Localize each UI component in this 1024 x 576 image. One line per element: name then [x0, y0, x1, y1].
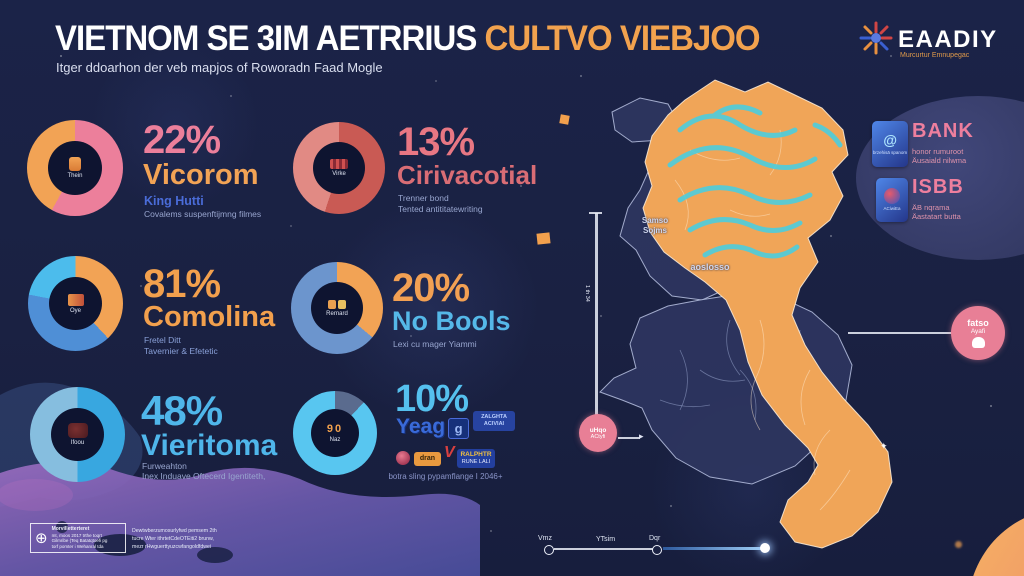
- timeline-line-active: [663, 547, 763, 550]
- page-title: VIETNOM SE 3IM AETRRIUS CULTVO VIEBJOO: [55, 18, 761, 58]
- donut-chart-yeag: 90 Naz: [293, 391, 377, 475]
- stat-subtitle: Covalems suspenftijmng filmes: [144, 209, 262, 219]
- stat-subtitle: Tented antititatewriting: [398, 204, 483, 214]
- stat-caption: botra sling pypamflange I 2046+: [388, 472, 503, 481]
- donut-center-label: Thein: [67, 173, 83, 179]
- check-icon: V: [444, 444, 455, 461]
- stat-value: 81%: [143, 262, 221, 306]
- stat-value: 22%: [143, 118, 221, 162]
- timeline-node: [652, 545, 662, 555]
- donut-center-label: Ifoou: [70, 440, 85, 446]
- stat-value: 20%: [392, 266, 470, 310]
- panel-item-title: BANK: [912, 120, 974, 142]
- brand-tagline: Murcurtur Emnupegac: [900, 52, 970, 59]
- orange-glow-dot: [955, 541, 962, 548]
- donut-center: Rernard: [311, 282, 363, 334]
- isbb-logo-tile: ACiwiEa: [876, 178, 908, 222]
- panel-item-title: ISBB: [912, 176, 964, 198]
- orange-marker: [559, 114, 570, 125]
- stat-subtitle: Tavernier & Efetetic: [144, 346, 218, 356]
- callout-arrow-line: [618, 437, 640, 439]
- stat-label: Vieritoma: [141, 429, 278, 462]
- measure-line-label: 1 th 34: [584, 285, 590, 302]
- donut-chart-vieritoma: Ifoou: [30, 387, 125, 482]
- coin-icon: [396, 451, 410, 465]
- timeline-line: [554, 548, 654, 550]
- yeag-logo: Yeag g: [396, 415, 470, 439]
- timeline-label: Dqr: [649, 535, 661, 542]
- stat-subtitle: Fretel Ditt: [144, 335, 181, 345]
- map-callout-right: fatso Ayafi: [951, 306, 1005, 360]
- brand-star-icon: [859, 21, 893, 55]
- region-label: aoslosso: [690, 262, 730, 272]
- callout-connector-line: [848, 332, 954, 334]
- globe-logo-icon: [884, 188, 900, 205]
- donut-center-value: 90: [326, 423, 344, 435]
- region-label: Samso Sojms: [641, 216, 669, 235]
- stat-value: 10%: [395, 378, 469, 420]
- page-title-main: VIETNOM SE 3IM AETRRIUS: [55, 18, 477, 58]
- footer-stamp-box: ⊕ Morvilletterteret mt, moos 2017 trthe …: [30, 523, 126, 553]
- map-callout-left: uHqo ACtyfi: [579, 414, 617, 452]
- stat-label: Comolina: [143, 301, 276, 333]
- donut-center-label: Oye: [69, 307, 81, 314]
- stat-label: Cirivacotial: [397, 160, 538, 190]
- donut-center: Ifoou: [51, 408, 104, 461]
- measure-line: [595, 213, 598, 417]
- panel-item-subtitle: ÄB nqrama Äastatart butta: [912, 203, 961, 221]
- stat-label: No Bools: [392, 306, 511, 336]
- page-subtitle: Itger ddoarhon der veb mapjos of Roworad…: [56, 60, 383, 75]
- stat-subtitle-bold: King Hutti: [144, 194, 204, 208]
- logo-badge: g: [448, 418, 470, 439]
- timeline-node: [544, 545, 554, 555]
- stat-value: 13%: [397, 120, 475, 164]
- stat-subtitle: Trenner bond: [398, 193, 449, 203]
- vietnam-map-area: Samso Sojms aoslosso 1 th 34 uHqo ACtyfi…: [530, 70, 1024, 570]
- donut-center-label: Naz: [329, 437, 341, 443]
- sponsor-badge-blue: RALPHTR RUNE LALI: [457, 449, 495, 468]
- page-title-accent: CULTVO VIEBJOO: [484, 18, 761, 58]
- donut-chart-no-bools: Rernard: [291, 262, 383, 354]
- donut-center-label: Virke: [332, 171, 346, 177]
- donut-center: Thein: [48, 141, 102, 195]
- stat-label: Vicorom: [143, 159, 259, 191]
- stat-subtitle: Inex Induave Oftecerd Igentiteth,: [142, 471, 266, 481]
- donut-chart-comolina: Oye: [28, 256, 123, 351]
- timeline-node-current: [760, 543, 770, 553]
- vietnam-map: [599, 79, 893, 549]
- hand-icon: [971, 337, 985, 348]
- donut-center-label: Rernard: [326, 310, 348, 317]
- stat-label: Yeag: [396, 415, 446, 438]
- starfield: [60, 55, 62, 57]
- bank-logo-tile: @ brzehisä spanom: [872, 121, 908, 167]
- donut-chart-cirivacotial: Virke: [293, 122, 385, 214]
- donut-center: Virke: [313, 142, 365, 194]
- pixel-cluster-icon: [330, 159, 348, 169]
- stat-subtitle: Furweahton: [142, 461, 187, 471]
- machine-icon: [67, 293, 84, 306]
- timeline-label: YTsim: [596, 536, 616, 543]
- donut-center: Oye: [49, 277, 102, 330]
- brand-name: EAADIY: [898, 26, 998, 53]
- globe-icon: ⊕: [35, 529, 48, 547]
- shields-icon: [328, 299, 346, 309]
- swirl-icon: @: [883, 132, 897, 149]
- timeline-label: Vmz: [538, 535, 552, 542]
- sparkle-icon: ✦: [880, 441, 888, 451]
- stat-value: 48%: [141, 387, 223, 434]
- figure-icon: [69, 157, 81, 171]
- stat-subtitle: Lexi cu mager Yiammi: [393, 339, 477, 349]
- donut-center: 90 Naz: [311, 409, 359, 457]
- panel-item-subtitle: honor rumuroot Äusaiald nilwma: [912, 147, 967, 165]
- donut-chart-vicorom: Thein: [27, 120, 123, 216]
- footer-note-text: Dewtwberzumosurlyfwd pemsem 2th tucre Wt…: [132, 528, 217, 550]
- orange-marker: [536, 232, 551, 245]
- portrait-icon: [67, 423, 88, 438]
- award-badge: ZALGHTA ACIVIAI: [473, 411, 515, 431]
- arrow-right-icon: ▸: [639, 431, 644, 441]
- footer-stamp-text: Morvilletterteret mt, moos 2017 trthe to…: [51, 526, 108, 549]
- sponsor-badge-orange: dran: [414, 452, 441, 466]
